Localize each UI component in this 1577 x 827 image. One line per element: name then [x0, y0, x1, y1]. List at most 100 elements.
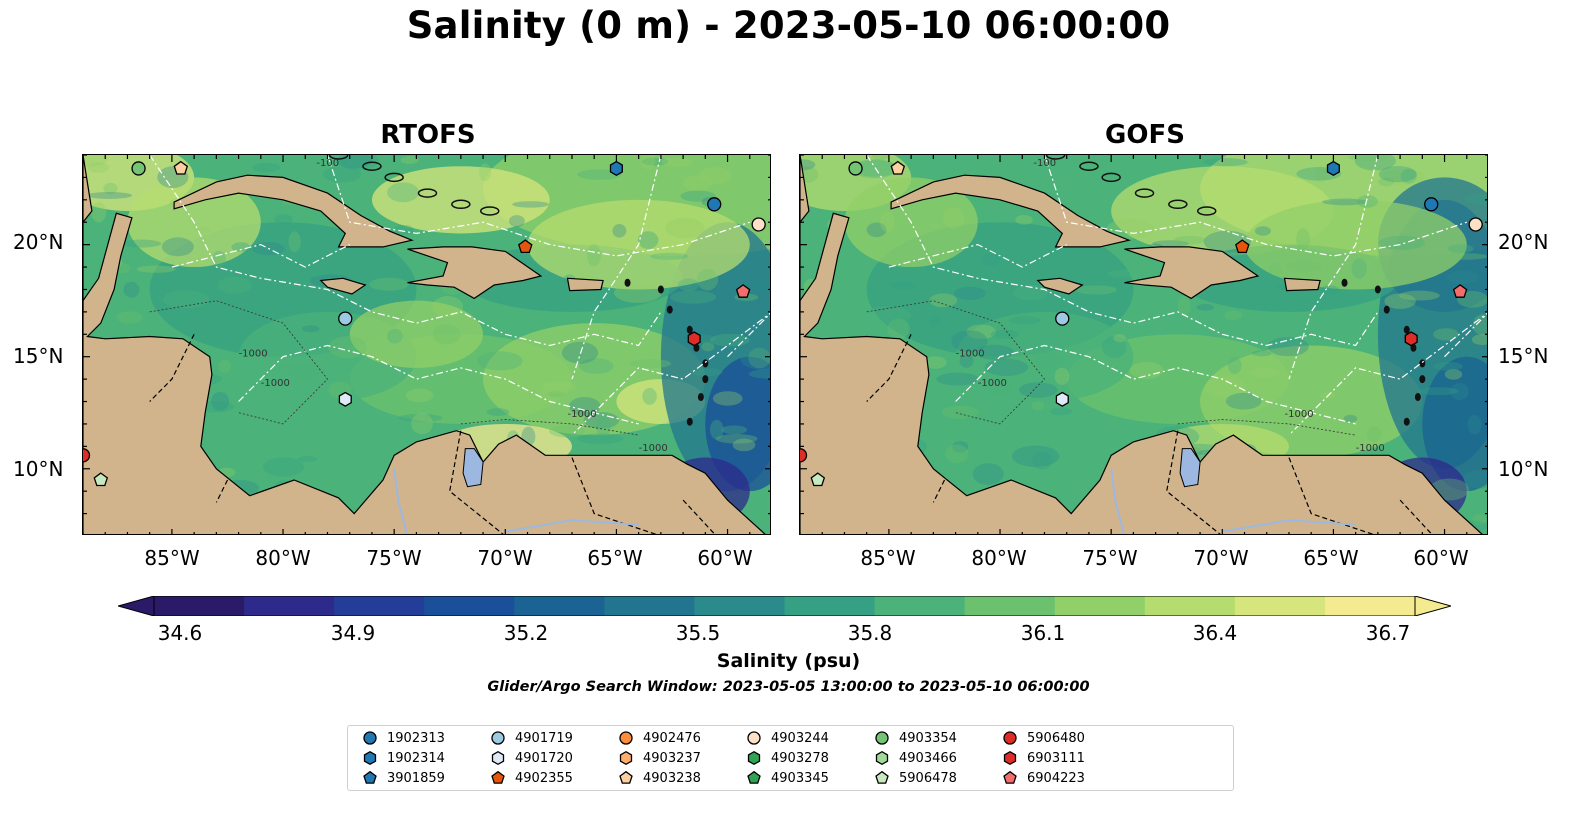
colorbar-tick-label: 34.6 [157, 621, 203, 645]
float-marker-5906480 [1003, 731, 1017, 745]
y-tick-label: 15°N [13, 344, 64, 368]
float-marker-4903345 [747, 770, 761, 784]
float-marker-6903111 [1003, 750, 1017, 766]
legend-label: 5906478 [899, 770, 957, 786]
legend-item: 6903111 [1002, 748, 1085, 768]
x-tick-label: 70°W [477, 546, 533, 570]
legend-item: 4903278 [746, 748, 829, 768]
float-marker-1902314 [363, 750, 377, 766]
float-marker-3901859 [363, 770, 377, 784]
contour-label: -1000 [978, 378, 1007, 389]
colorbar [118, 596, 1451, 616]
float-marker-1902313 [707, 197, 722, 212]
colorbar-tick-label: 36.1 [1020, 621, 1066, 645]
legend-label: 1902313 [387, 730, 445, 746]
float-marker-4903238 [890, 160, 906, 175]
x-tick-label: 80°W [255, 546, 311, 570]
contour-label: -1000 [956, 349, 985, 360]
legend-label: 4901719 [515, 730, 573, 746]
legend-item: 4903238 [618, 768, 701, 788]
float-marker-4902476 [619, 731, 633, 745]
contour-label: -1000 [639, 443, 668, 454]
contour-label: -1000 [568, 409, 597, 420]
colorbar-tick-label: 35.2 [503, 621, 549, 645]
contour-label: -1000 [261, 378, 290, 389]
legend-item: 4903237 [618, 748, 701, 768]
legend-item: 4902355 [490, 768, 573, 788]
search-window-caption: Glider/Argo Search Window: 2023-05-05 13… [487, 679, 1090, 695]
x-tick-label: 80°W [971, 546, 1027, 570]
legend-item: 4903354 [874, 728, 957, 748]
legend-label: 4902355 [515, 770, 573, 786]
y-tick-label: 10°N [13, 457, 64, 481]
y-tick-label: 20°N [1498, 230, 1549, 254]
x-tick-label: 65°W [1303, 546, 1359, 570]
legend-label: 4903345 [771, 770, 829, 786]
x-tick-label: 85°W [144, 546, 200, 570]
x-tick-label: 75°W [366, 546, 422, 570]
contour-label: -100 [316, 158, 339, 169]
figure-title: Salinity (0 m) - 2023-05-10 06:00:00 [406, 4, 1171, 47]
float-marker-4903466 [875, 750, 889, 766]
x-tick-label: 85°W [860, 546, 916, 570]
float-marker-4903244 [751, 217, 766, 232]
contour-label: -1000 [239, 349, 268, 360]
float-marker-4901720 [338, 391, 352, 407]
legend-label: 1902314 [387, 750, 445, 766]
y-tick-label: 10°N [1498, 457, 1549, 481]
float-marker-5906478 [93, 472, 109, 487]
legend-item: 1902314 [362, 748, 445, 768]
legend-label: 4903237 [643, 750, 701, 766]
float-marker-1902313 [363, 731, 377, 745]
legend-item: 6904223 [1002, 768, 1085, 788]
legend-label: 6904223 [1027, 770, 1085, 786]
legend-label: 4902476 [643, 730, 701, 746]
float-marker-1902314 [609, 160, 623, 177]
contour-label: -100 [1033, 158, 1056, 169]
float-marker-4902355 [491, 770, 505, 784]
x-tick-label: 65°W [587, 546, 643, 570]
float-marker-5906478 [875, 770, 889, 784]
float-marker-1902314 [1326, 160, 1340, 177]
float-marker-5906480 [83, 448, 91, 463]
legend-item: 5906478 [874, 768, 957, 788]
legend-item: 4901720 [490, 748, 573, 768]
colorbar-tick-label: 36.4 [1192, 621, 1238, 645]
colorbar-tick-label: 34.9 [330, 621, 376, 645]
float-marker-6904223 [1452, 284, 1468, 298]
float-marker-4901720 [1055, 391, 1069, 407]
float-marker-4903354 [875, 731, 889, 745]
y-tick-label: 15°N [1498, 344, 1549, 368]
legend-item: 3901859 [362, 768, 445, 788]
map-panel-gofs: -100 -1000 -1000 -1000 -1000 [799, 154, 1488, 535]
legend-label: 4903278 [771, 750, 829, 766]
float-marker-4901720 [491, 750, 505, 766]
panel-title-rtofs: RTOFS [380, 120, 476, 150]
legend-label: 4903244 [771, 730, 829, 746]
legend-label: 6903111 [1027, 750, 1085, 766]
float-marker-4903237 [619, 750, 633, 766]
legend-item: 5906480 [1002, 728, 1085, 748]
legend-item: 4903244 [746, 728, 829, 748]
float-marker-4901719 [338, 311, 353, 326]
legend-label: 5906480 [1027, 730, 1085, 746]
colorbar-tick-label: 35.5 [675, 621, 721, 645]
legend-item: 4902476 [618, 728, 701, 748]
float-marker-4903244 [1468, 217, 1483, 232]
legend-label: 4903354 [899, 730, 957, 746]
float-marker-4901719 [1055, 311, 1070, 326]
x-tick-label: 60°W [1413, 546, 1469, 570]
float-marker-4903354 [131, 161, 146, 176]
colorbar-label: Salinity (psu) [716, 650, 861, 672]
float-marker-4903238 [173, 160, 189, 175]
legend-label: 3901859 [387, 770, 445, 786]
legend-label: 4903238 [643, 770, 701, 786]
legend: 1902313 1902314 3901859 4901719 4901720 49023… [347, 725, 1234, 791]
float-marker-4903354 [848, 161, 863, 176]
float-marker-6904223 [1003, 770, 1017, 784]
float-marker-6904223 [735, 284, 751, 298]
float-marker-1902313 [1424, 197, 1439, 212]
x-tick-label: 70°W [1193, 546, 1249, 570]
legend-label: 4903466 [899, 750, 957, 766]
y-tick-label: 20°N [13, 230, 64, 254]
